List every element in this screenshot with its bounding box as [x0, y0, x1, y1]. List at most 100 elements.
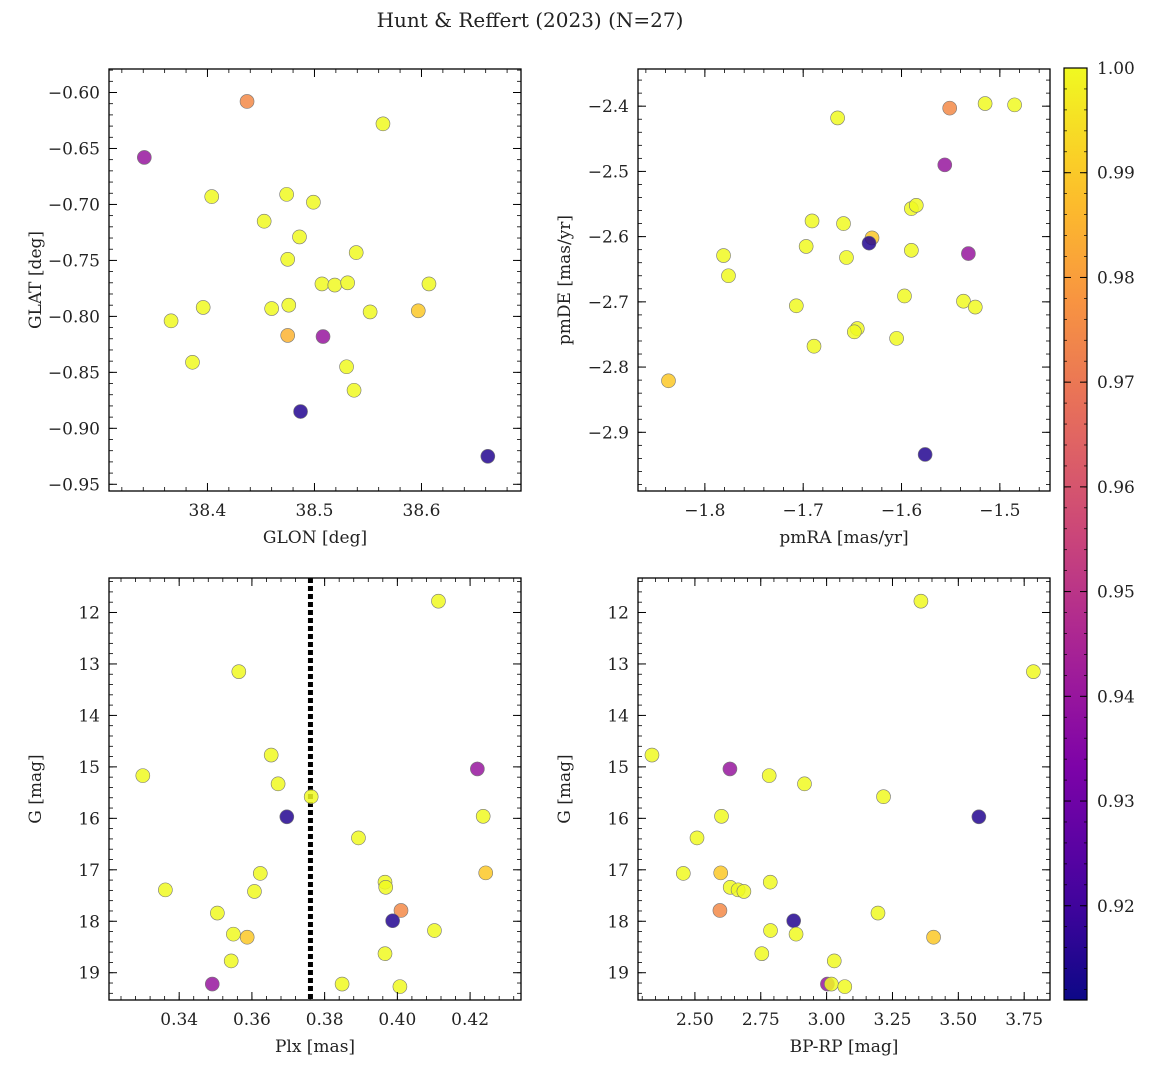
scatter-point [644, 747, 660, 763]
scatter-point [280, 328, 296, 343]
scatter-point [937, 157, 953, 173]
y-tick-label: −0.70 [48, 195, 100, 215]
scatter-point [231, 664, 247, 679]
scatter-point [789, 298, 804, 314]
x-tick-label: 0.40 [378, 1010, 416, 1030]
x-axis-label: GLON [deg] [263, 528, 367, 548]
axes-frame [108, 68, 522, 492]
scatter-point [279, 809, 295, 825]
axes-frame [637, 68, 1051, 492]
scatter-point [1026, 664, 1041, 679]
y-tick-label: 13 [78, 655, 100, 675]
scatter-point [247, 884, 262, 899]
x-tick-label: 0.34 [160, 1010, 198, 1030]
y-tick-label: 13 [607, 655, 629, 675]
y-tick-label: −2.9 [588, 423, 629, 443]
scatter-point [897, 288, 912, 304]
x-tick-label: 38.6 [403, 501, 441, 521]
y-tick-label: −2.7 [588, 293, 629, 313]
scatter-point [431, 593, 446, 609]
scatter-point [223, 953, 239, 969]
scatter-point [798, 239, 814, 254]
scatter-point [135, 768, 151, 783]
scatter-point [385, 913, 400, 929]
axes-frame [108, 577, 522, 1001]
scatter-point [239, 929, 255, 945]
scatter-point [185, 354, 200, 370]
y-tick-label: 17 [607, 861, 629, 881]
scatter-point [956, 293, 971, 309]
x-tick-label: 2.50 [676, 1010, 714, 1030]
scatter-point [315, 329, 331, 344]
scatter-series [137, 94, 496, 464]
x-tick-label: −1.6 [881, 501, 922, 521]
y-tick-label: 19 [78, 964, 100, 984]
y-tick-label: −0.80 [48, 307, 100, 327]
scatter-point [392, 979, 408, 994]
y-tick-label: −0.60 [48, 84, 100, 104]
scatter-point [788, 926, 804, 942]
y-tick-label: 14 [607, 706, 629, 726]
scatter-point [348, 245, 364, 260]
y-axis-label: G [mag] [555, 754, 575, 823]
scatter-point [661, 373, 676, 389]
scatter-point [904, 243, 919, 258]
colorbar-tick-label: 0.93 [1097, 792, 1135, 812]
scatter-point [375, 116, 391, 132]
scatter-point [942, 100, 958, 116]
scatter-point [689, 830, 705, 846]
x-axis-label: pmRA [mas/yr] [779, 528, 908, 548]
scatter-series [661, 96, 1022, 462]
scatter-point [977, 96, 993, 111]
colorbar-tick-label: 0.99 [1097, 164, 1135, 184]
scatter-point [226, 926, 241, 942]
scatter-point [163, 313, 179, 329]
scatter-point [256, 213, 272, 229]
scatter-point [917, 447, 933, 462]
scatter-point [861, 235, 877, 251]
x-tick-label: 0.38 [306, 1010, 344, 1030]
scatter-point [475, 808, 491, 824]
scatter-point [786, 913, 801, 929]
subplot-tr: −1.8 −1.7 −1.6 −1.5 −2.4 −2.5 −2.6 −2.7 −2.8 −2.9… [555, 68, 1051, 548]
scatter-point [314, 276, 330, 292]
scatter-point [839, 250, 854, 265]
colorbar: 0.92 0.93 0.94 0.95 0.96 0.97 0.98 0.99 1.00 [1063, 59, 1135, 1001]
scatter-point [292, 229, 307, 245]
scatter-point [377, 946, 393, 961]
y-tick-label: −2.5 [588, 162, 629, 182]
scatter-point [836, 216, 851, 231]
subplot-grid: 38.4 38.5 38.6 −0.60 −0.65 −0.70 −0.75 −0.80 −0.… [26, 68, 1051, 1057]
subplot-bl: 0.34 0.36 0.38 0.40 0.42 12 13 14 15 16 17 18 19 Plx … [26, 577, 522, 1057]
scatter-point [824, 976, 839, 992]
scatter-point [971, 809, 987, 825]
colorbar-gradient [1063, 67, 1088, 1001]
scatter-point [961, 246, 976, 261]
y-axis-label: GLAT [deg] [26, 231, 46, 329]
scatter-point [204, 189, 220, 204]
x-axis-label: BP-RP [mag] [790, 1037, 899, 1057]
scatter-point [362, 304, 378, 320]
y-tick-label: −2.6 [588, 228, 629, 248]
y-tick-label: 17 [78, 861, 100, 881]
scatter-point [421, 276, 437, 292]
scatter-point [926, 929, 941, 945]
scatter-point [293, 404, 308, 419]
scatter-point [721, 268, 736, 284]
y-tick-label: −0.65 [48, 139, 100, 159]
scatter-point [837, 979, 853, 994]
scatter-point [826, 953, 842, 969]
scatter-point [306, 194, 321, 210]
scatter-point [340, 275, 355, 291]
scatter-point [210, 905, 225, 921]
x-tick-label: 38.4 [189, 501, 227, 521]
scatter-point [889, 331, 904, 346]
scatter-point [378, 879, 394, 895]
scatter-point [270, 776, 286, 792]
y-tick-label: 16 [78, 809, 100, 829]
x-tick-label: 38.5 [296, 501, 334, 521]
scatter-point [334, 976, 350, 992]
scatter-point [252, 866, 268, 881]
x-tick-label: 3.75 [1005, 1010, 1043, 1030]
